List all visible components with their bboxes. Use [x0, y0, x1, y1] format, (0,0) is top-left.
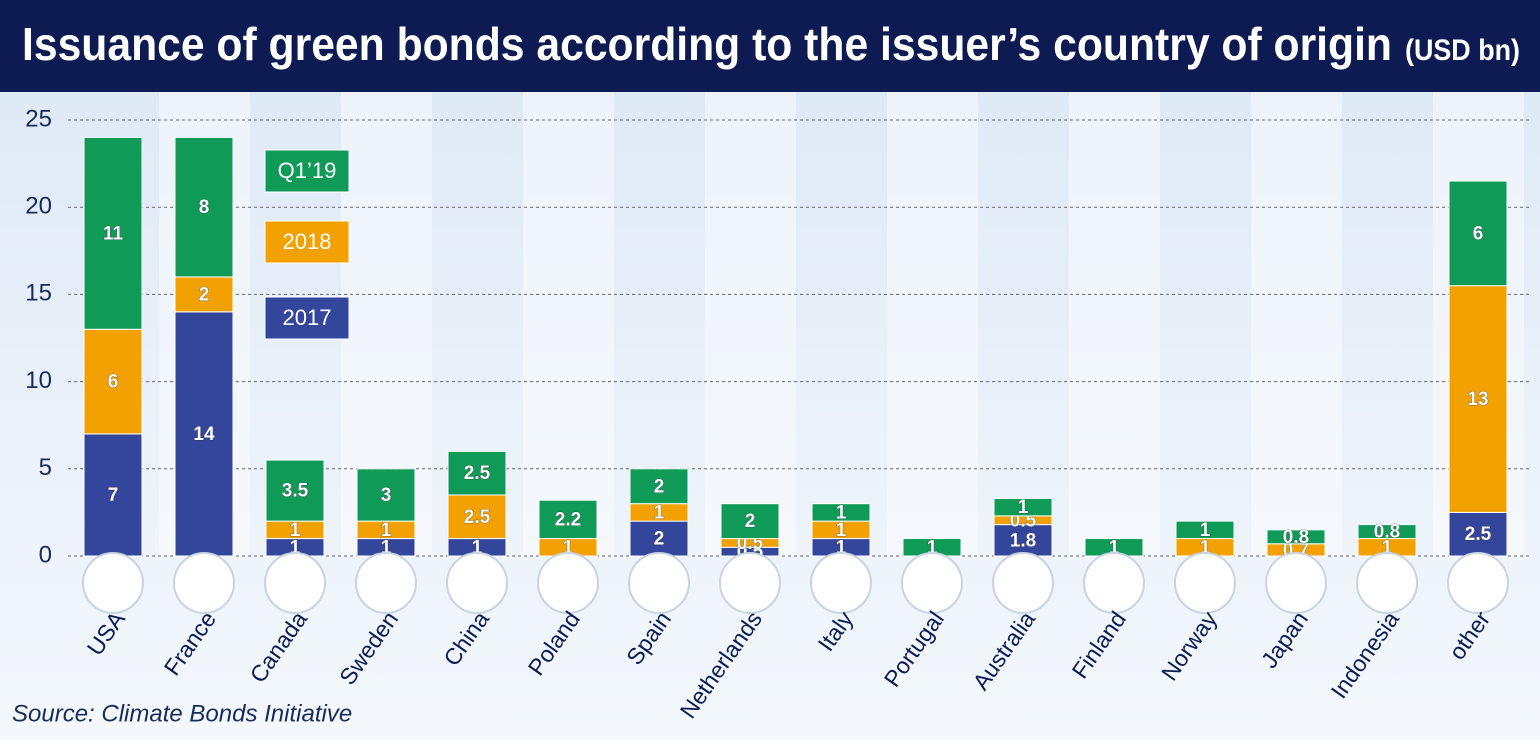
bar-segment [174, 276, 234, 313]
data-label: 1 [836, 537, 847, 558]
plot: 05101520257611USA1428France113.5Canada11… [25, 92, 1530, 723]
data-label: 1 [927, 537, 938, 558]
data-label: 1 [1200, 537, 1211, 558]
data-label: 1 [381, 520, 392, 541]
column-stripe [1069, 92, 1160, 556]
data-label: 3 [381, 485, 392, 506]
bar-segment [356, 468, 416, 522]
bar-segment [83, 433, 143, 557]
data-label: 11 [103, 223, 124, 244]
legend-label: 2018 [283, 229, 332, 254]
bar-segment [720, 503, 780, 540]
data-label: 2 [654, 529, 665, 550]
y-tick-label: 10 [25, 367, 52, 394]
flag [173, 552, 235, 614]
data-label: 13 [1467, 389, 1488, 410]
flag [901, 552, 963, 614]
data-label: 8 [199, 197, 210, 218]
data-label: 2.5 [1465, 524, 1492, 545]
bar-segment [538, 499, 598, 540]
data-label: 1 [1200, 520, 1211, 541]
data-label: 2.5 [464, 507, 491, 528]
legend-swatch [264, 296, 350, 340]
flag [355, 552, 417, 614]
bar-segment [265, 459, 325, 522]
data-label: 1.8 [1010, 530, 1036, 551]
bar-segment [1448, 180, 1508, 287]
data-label: 1 [654, 502, 665, 523]
data-label: 7 [108, 485, 119, 506]
flag [537, 552, 599, 614]
bar-segment [993, 497, 1053, 517]
data-label: 1 [563, 537, 574, 558]
legend-label: Q1’19 [278, 158, 337, 183]
title-bar [0, 0, 1540, 92]
column-stripe [705, 92, 796, 556]
data-label: 14 [193, 424, 215, 445]
bar-segment [447, 450, 507, 496]
flag [1265, 552, 1327, 614]
flag [82, 552, 144, 614]
y-tick-label: 0 [39, 541, 52, 568]
data-label: 1 [1018, 497, 1029, 518]
chart-title: Issuance of green bonds according to the… [22, 18, 1392, 70]
y-tick-label: 25 [25, 105, 52, 132]
bar-segment [83, 136, 143, 330]
bar-segment [1266, 529, 1326, 545]
data-label: 2 [199, 284, 210, 305]
legend-label: 2017 [283, 305, 332, 330]
data-label: 1 [472, 537, 483, 558]
legend-swatch [264, 220, 350, 264]
data-label: 2 [654, 476, 665, 497]
data-label: 1 [1109, 537, 1120, 558]
y-tick-label: 5 [39, 454, 52, 481]
data-label: 1 [836, 520, 847, 541]
unit-label: (USD bn) [1405, 34, 1520, 67]
y-tick-label: 15 [25, 280, 52, 307]
bar-segment [1448, 511, 1508, 557]
data-label: 2.2 [555, 509, 581, 530]
data-label: 2 [745, 511, 756, 532]
flag [1174, 552, 1236, 614]
data-label: 1 [1382, 537, 1393, 558]
data-label: 6 [108, 372, 119, 393]
bar-segment [1357, 524, 1417, 540]
bar-segment [811, 503, 871, 522]
source: Source: Climate Bonds Initiative [12, 700, 352, 727]
data-label: 1 [290, 520, 301, 541]
column-stripe [523, 92, 614, 556]
column-stripe [887, 92, 978, 556]
bar-segment [447, 494, 507, 540]
legend-swatch [264, 149, 350, 193]
data-label: 1 [381, 537, 392, 558]
data-label: 1 [836, 502, 847, 523]
bar-segment [1448, 285, 1508, 513]
data-label: 0.8 [1374, 522, 1400, 543]
flag [1447, 552, 1509, 614]
data-label: 2.5 [464, 463, 491, 484]
bar-segment [174, 136, 234, 278]
flag [1356, 552, 1418, 614]
y-tick-label: 20 [25, 193, 52, 220]
flag [992, 552, 1054, 614]
flag [719, 552, 781, 614]
flag [810, 552, 872, 614]
flag [264, 552, 326, 614]
flag [446, 552, 508, 614]
bar-segment [1175, 520, 1235, 540]
data-label: 3.5 [282, 481, 309, 502]
data-label: 1 [290, 537, 301, 558]
bar-segment [174, 311, 234, 557]
column-stripe [1251, 92, 1342, 556]
data-label: 6 [1473, 223, 1484, 244]
flag [1083, 552, 1145, 614]
bar-segment [629, 468, 689, 505]
data-label: 0.8 [1283, 527, 1309, 548]
flag [628, 552, 690, 614]
